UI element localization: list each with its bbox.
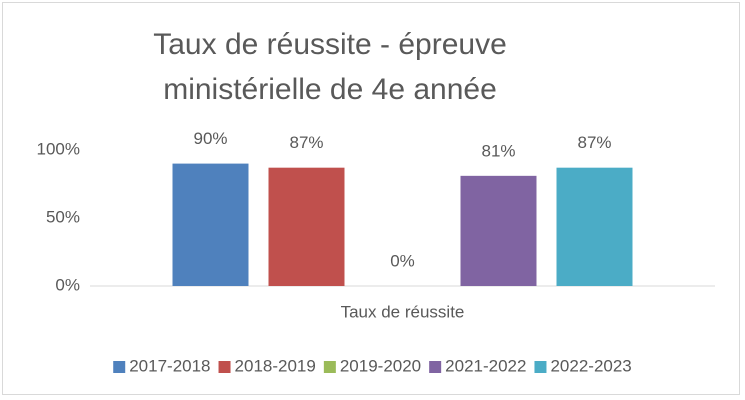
y-tick-label: 0% (55, 275, 80, 294)
legend-swatch (534, 361, 547, 373)
legend-label: 2021-2022 (445, 356, 526, 375)
legend-swatch (113, 361, 126, 373)
data-label: 87% (577, 133, 611, 152)
bar (556, 167, 633, 286)
x-tick-label: Taux de réussite (341, 302, 465, 321)
data-label: 81% (481, 141, 515, 160)
legend-label: 2022-2023 (550, 356, 631, 375)
legend-label: 2018-2019 (235, 356, 316, 375)
bar (460, 175, 537, 286)
legend-swatch (429, 361, 442, 373)
y-tick-label: 100% (37, 139, 80, 158)
legend-swatch (323, 361, 336, 373)
legend-swatch (218, 361, 231, 373)
data-label: 90% (193, 129, 227, 148)
chart-title: Taux de réussite - épreuve ministérielle… (153, 28, 507, 106)
data-label: 0% (390, 251, 415, 270)
legend-label: 2019-2020 (340, 356, 421, 375)
y-tick-label: 50% (46, 207, 80, 226)
legend-label: 2017-2018 (129, 356, 210, 375)
bar (172, 163, 249, 286)
data-label: 87% (289, 133, 323, 152)
bar (268, 167, 345, 286)
